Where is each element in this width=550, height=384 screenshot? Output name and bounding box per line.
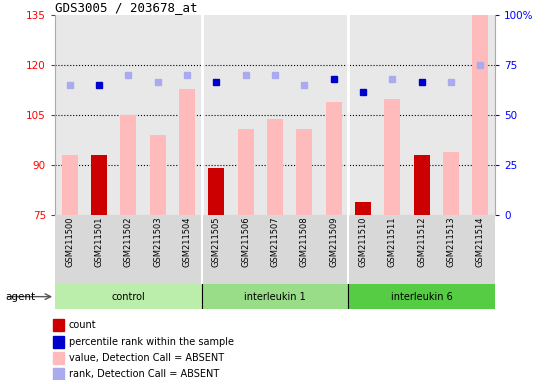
Bar [348, 284, 495, 309]
Bar [62, 155, 78, 215]
Text: GSM211514: GSM211514 [476, 217, 485, 267]
Bar [267, 119, 283, 215]
Bar [384, 99, 400, 215]
Bar [472, 15, 488, 215]
Text: GSM211513: GSM211513 [447, 217, 455, 267]
Bar [53, 368, 64, 380]
Bar [150, 135, 166, 215]
Bar [55, 215, 202, 284]
Text: GSM211509: GSM211509 [329, 217, 338, 267]
Text: GSM211503: GSM211503 [153, 217, 162, 267]
Text: GSM211500: GSM211500 [65, 217, 74, 267]
Bar [326, 102, 342, 215]
Bar [208, 169, 224, 215]
Bar [91, 155, 107, 215]
Bar [414, 155, 430, 215]
Text: agent: agent [6, 291, 36, 302]
Text: control: control [112, 291, 145, 302]
Text: GSM211501: GSM211501 [95, 217, 103, 267]
Text: GSM211507: GSM211507 [271, 217, 279, 267]
Text: value, Detection Call = ABSENT: value, Detection Call = ABSENT [69, 353, 224, 363]
Bar [296, 129, 312, 215]
Bar [120, 115, 136, 215]
Text: GSM211511: GSM211511 [388, 217, 397, 267]
Text: GSM211512: GSM211512 [417, 217, 426, 267]
Text: GSM211508: GSM211508 [300, 217, 309, 267]
Bar [238, 129, 254, 215]
Text: GSM211504: GSM211504 [183, 217, 191, 267]
Bar [355, 202, 371, 215]
Bar [348, 215, 495, 284]
Bar [202, 215, 348, 284]
Text: interleukin 1: interleukin 1 [244, 291, 306, 302]
Text: interleukin 6: interleukin 6 [391, 291, 453, 302]
Bar [53, 336, 64, 348]
Text: rank, Detection Call = ABSENT: rank, Detection Call = ABSENT [69, 369, 219, 379]
Bar [53, 319, 64, 331]
Bar [202, 284, 348, 309]
Text: GDS3005 / 203678_at: GDS3005 / 203678_at [55, 1, 197, 14]
Text: GSM211506: GSM211506 [241, 217, 250, 267]
Text: GSM211505: GSM211505 [212, 217, 221, 267]
Bar [179, 89, 195, 215]
Bar [443, 152, 459, 215]
Text: GSM211510: GSM211510 [359, 217, 367, 267]
Bar [53, 352, 64, 364]
Bar [55, 284, 202, 309]
Text: count: count [69, 320, 96, 330]
Text: GSM211502: GSM211502 [124, 217, 133, 267]
Text: percentile rank within the sample: percentile rank within the sample [69, 337, 234, 347]
